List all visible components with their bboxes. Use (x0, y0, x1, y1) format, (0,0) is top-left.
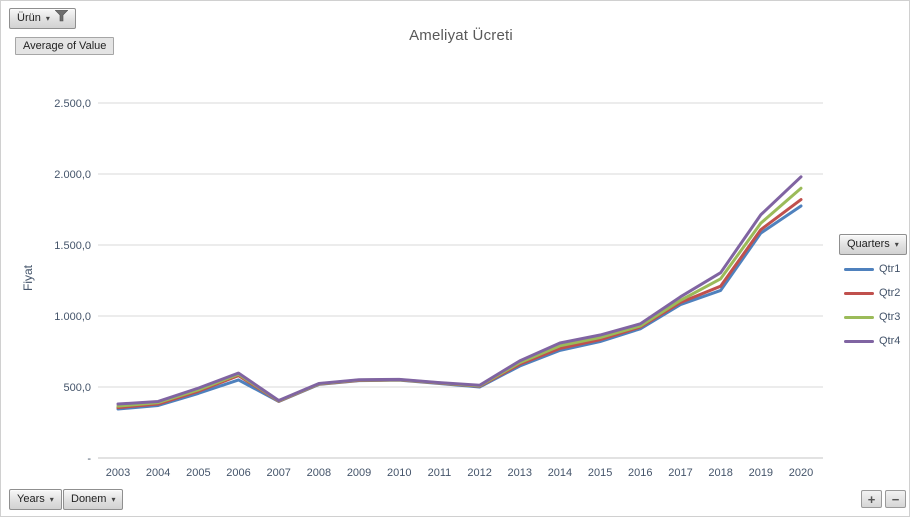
x-axis-tick-label: 2018 (708, 467, 732, 479)
y-axis-tick-label: 1.500,0 (54, 240, 91, 252)
legend-field-label: Quarters (847, 238, 890, 250)
product-filter-button[interactable]: Ürün ▾ (9, 8, 76, 29)
product-filter-label: Ürün (17, 12, 41, 24)
legend: Qtr1 Qtr2 Qtr3 Qtr4 (844, 257, 900, 353)
chevron-down-icon: ▾ (45, 13, 50, 23)
legend-item-label: Qtr1 (879, 263, 901, 275)
drill-buttons: + − (861, 490, 906, 508)
x-axis-tick-label: 2019 (749, 467, 773, 479)
y-axis-tick-label: 2.000,0 (54, 169, 91, 181)
series-line-qtr2[interactable] (116, 198, 803, 410)
x-axis-tick-label: 2010 (387, 467, 411, 479)
legend-line-swatch (844, 315, 874, 319)
legend-item-qtr3[interactable]: Qtr3 (844, 305, 900, 329)
x-axis-tick-label: 2013 (508, 467, 532, 479)
value-field-label: Average of Value (23, 40, 107, 52)
x-axis-tick-label: 2017 (668, 467, 692, 479)
collapse-field-button[interactable]: − (885, 490, 906, 508)
x-axis-tick-label: 2009 (347, 467, 371, 479)
y-axis-tick-label: 1.000,0 (54, 311, 91, 323)
x-axis-tick-label: 2012 (467, 467, 491, 479)
legend-item-qtr2[interactable]: Qtr2 (844, 281, 900, 305)
legend-item-label: Qtr2 (879, 287, 901, 299)
x-axis-tick-label: 2014 (548, 467, 572, 479)
legend-item-label: Qtr4 (879, 335, 901, 347)
axis-field-years-label: Years (17, 493, 45, 505)
x-axis-tick-label: 2016 (628, 467, 652, 479)
y-axis-tick-label: - (87, 453, 91, 465)
x-axis-tick-label: 2006 (226, 467, 250, 479)
x-axis-tick-label: 2004 (146, 467, 170, 479)
x-axis-tick-label: 2015 (588, 467, 612, 479)
axis-field-years-button[interactable]: Years ▾ (9, 489, 62, 510)
legend-item-qtr4[interactable]: Qtr4 (844, 329, 900, 353)
chevron-down-icon: ▾ (894, 239, 899, 249)
x-axis-tick-label: 2003 (106, 467, 130, 479)
chevron-down-icon: ▾ (49, 494, 54, 504)
expand-field-button[interactable]: + (861, 490, 882, 508)
x-axis-tick-label: 2011 (428, 467, 452, 479)
axis-field-donem-button[interactable]: Donem ▾ (63, 489, 124, 510)
chart-title: Ameliyat Ücreti (409, 27, 513, 44)
legend-item-label: Qtr3 (879, 311, 901, 323)
x-axis-tick-label: 2020 (789, 467, 813, 479)
y-axis-tick-label: 2.500,0 (54, 98, 91, 110)
chevron-down-icon: ▾ (111, 494, 116, 504)
legend-item-qtr1[interactable]: Qtr1 (844, 257, 900, 281)
legend-line-swatch (844, 267, 874, 271)
axis-field-donem-label: Donem (71, 493, 107, 505)
legend-line-swatch (844, 339, 874, 343)
legend-field-button[interactable]: Quarters ▾ (839, 234, 907, 255)
x-axis-tick-label: 2008 (307, 467, 331, 479)
y-axis-tick-label: 500,0 (63, 382, 91, 394)
x-axis-tick-label: 2005 (186, 467, 210, 479)
series-line-qtr4[interactable] (116, 175, 803, 406)
x-axis-tick-label: 2007 (266, 467, 290, 479)
legend-line-swatch (844, 291, 874, 295)
value-field-button[interactable]: Average of Value (15, 37, 115, 55)
